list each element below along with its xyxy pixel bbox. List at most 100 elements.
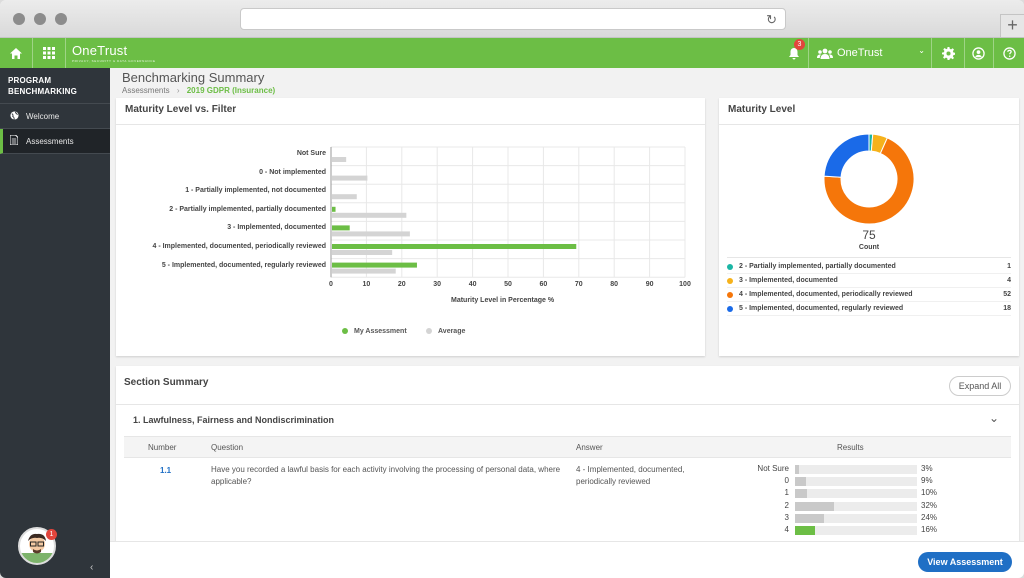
sidebar-item-welcome[interactable]: Welcome — [0, 104, 110, 129]
category-label: 2 - Partially implemented, partially doc… — [169, 205, 326, 213]
category-label: 5 - Implemented, documented, regularly r… — [161, 261, 326, 269]
x-tick-label: 60 — [539, 281, 548, 289]
legend-swatch — [727, 264, 733, 270]
result-label: 3 — [784, 512, 789, 522]
result-track — [795, 513, 917, 523]
results-bars: Not Sure 3% 0 9% 1 10% 2 32% 3 24% 4 16% — [755, 464, 1011, 542]
gridlines — [330, 146, 686, 278]
bar-average[interactable] — [332, 231, 410, 237]
x-axis-ticks: 0 10 20 30 40 50 60 70 80 90 100 — [116, 98, 705, 356]
legend-swatch — [727, 278, 733, 284]
bar-average[interactable] — [332, 268, 396, 274]
legend-label: My Assessment — [354, 328, 407, 335]
divider — [116, 404, 1019, 405]
home-button[interactable] — [0, 38, 33, 68]
footer-bar — [110, 541, 1024, 578]
legend-swatch — [342, 328, 348, 335]
category-label: Not Sure — [296, 150, 326, 157]
x-tick-label: 10 — [362, 281, 371, 289]
divider — [116, 124, 705, 125]
bar-average[interactable] — [332, 175, 368, 181]
chevron-down-icon[interactable]: ⌄ — [989, 411, 1000, 425]
result-label: Not Sure — [757, 464, 789, 473]
organization-selector[interactable]: OneTrust ⌄ — [808, 38, 932, 68]
sidebar-item-assessments[interactable]: Assessments — [0, 129, 110, 154]
assistant-avatar[interactable] — [18, 527, 56, 565]
view-assessment-button[interactable]: View Assessment — [918, 552, 1012, 572]
legend-count: 4 — [1007, 277, 1011, 284]
x-tick-label: 100 — [679, 281, 691, 289]
user-profile-button[interactable] — [963, 38, 994, 68]
donut-legend-row[interactable]: 2 - Partially implemented, partially doc… — [727, 260, 1011, 274]
result-row: 2 32% — [755, 501, 1011, 513]
result-percent: 10% — [921, 488, 938, 498]
chevron-down-icon: ⌄ — [918, 46, 925, 55]
organization-name: OneTrust — [837, 47, 883, 59]
result-track — [795, 477, 917, 487]
maturity-bar-chart — [330, 146, 686, 278]
result-percent: 3% — [921, 464, 933, 473]
legend-average[interactable]: Average — [426, 328, 465, 335]
new-tab-button[interactable]: + — [1000, 14, 1024, 38]
bar-average[interactable] — [332, 157, 347, 162]
result-fill — [795, 513, 825, 523]
result-percent: 9% — [921, 476, 933, 486]
category-labels: Not Sure 0 - Not implemented 1 - Partially… — [116, 98, 327, 356]
result-fill — [795, 501, 835, 511]
maturity-level-card: Maturity Level 75 Count 2 - Partially im… — [719, 98, 1019, 356]
collapse-sidebar-icon[interactable]: ‹ — [90, 562, 94, 573]
section-title[interactable]: 1. Lawfulness, Fairness and Nondiscrimin… — [133, 415, 335, 425]
bar-average[interactable] — [332, 212, 407, 218]
sidebar-title-line1: PROGRAM — [8, 76, 52, 85]
legend-my-assessment[interactable]: My Assessment — [342, 328, 407, 335]
result-label: 0 — [784, 476, 789, 486]
result-row: 0 9% — [755, 476, 1011, 488]
address-bar[interactable]: ↻ — [240, 8, 786, 30]
result-track — [795, 465, 917, 474]
expand-all-button[interactable]: Expand All — [949, 376, 1011, 396]
settings-button[interactable] — [932, 38, 965, 68]
donut-legend-row[interactable]: 4 - Implemented, documented, periodicall… — [727, 288, 1011, 302]
result-fill — [795, 489, 808, 499]
column-header-question: Question — [211, 443, 244, 452]
result-track — [795, 526, 917, 535]
divider — [719, 124, 1019, 125]
brand-tagline: PRIVACY, SECURITY & DATA GOVERNANCE — [72, 59, 156, 63]
donut-slice[interactable] — [823, 133, 870, 178]
result-row: 4 16% — [755, 525, 1011, 537]
question-number-link[interactable]: 1.1 — [160, 466, 172, 475]
bar-my-assessment[interactable] — [332, 225, 350, 231]
reload-icon[interactable]: ↻ — [766, 12, 777, 27]
bar-my-assessment[interactable] — [332, 262, 417, 268]
result-row: 3 24% — [755, 513, 1011, 525]
donut-legend-row[interactable]: 5 - Implemented, documented, regularly r… — [727, 302, 1011, 316]
answer-text: 4 - Implemented, documented, periodicall… — [576, 465, 685, 486]
close-window-button[interactable] — [13, 13, 25, 25]
table-row: 1.1 Have you recorded a lawful basis for… — [124, 458, 1011, 542]
breadcrumb-root[interactable]: Assessments — [122, 86, 170, 95]
help-icon — [1002, 46, 1016, 60]
bar-average[interactable] — [332, 194, 357, 200]
maturity-donut-chart — [823, 133, 915, 225]
category-label: 4 - Implemented, documented, periodicall… — [152, 243, 327, 250]
home-icon — [10, 47, 22, 59]
top-navigation-bar: OneTrust PRIVACY, SECURITY & DATA GOVERN… — [0, 38, 1024, 68]
category-label: 0 - Not implemented — [259, 168, 326, 176]
minimize-window-button[interactable] — [34, 13, 46, 25]
bell-icon — [788, 47, 799, 59]
legend-label: 2 - Partially implemented, partially doc… — [739, 263, 896, 270]
bar-my-assessment[interactable] — [332, 244, 577, 249]
apps-grid-button[interactable] — [33, 38, 66, 68]
donut-legend-row[interactable]: 3 - Implemented, documented 4 — [727, 274, 1011, 288]
bar-my-assessment[interactable] — [332, 206, 336, 212]
help-button[interactable] — [994, 38, 1024, 68]
avatar-illustration — [20, 533, 54, 563]
notifications-button[interactable] — [777, 38, 810, 68]
legend-count: 18 — [1003, 305, 1011, 312]
page-header: Benchmarking Summary Assessments › 2019 … — [110, 68, 1024, 98]
donut-slice[interactable] — [823, 137, 915, 225]
donut-total: 75 — [862, 228, 876, 242]
bar-average[interactable] — [332, 250, 393, 255]
zoom-window-button[interactable] — [55, 13, 67, 25]
